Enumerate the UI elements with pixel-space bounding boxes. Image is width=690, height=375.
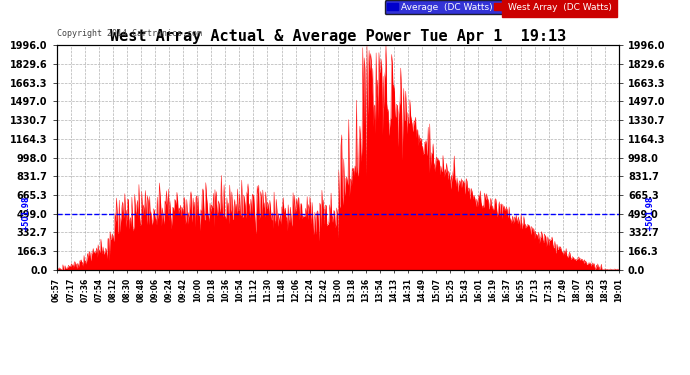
Legend: Average  (DC Watts), West Array  (DC Watts): Average (DC Watts), West Array (DC Watts…: [384, 0, 614, 14]
Text: Copyright 2014 Cartronics.com: Copyright 2014 Cartronics.com: [57, 28, 201, 38]
Title: West Array Actual & Average Power Tue Apr 1  19:13: West Array Actual & Average Power Tue Ap…: [110, 29, 566, 44]
Text: +501.98: +501.98: [21, 196, 30, 231]
Text: +501.98: +501.98: [645, 196, 654, 231]
